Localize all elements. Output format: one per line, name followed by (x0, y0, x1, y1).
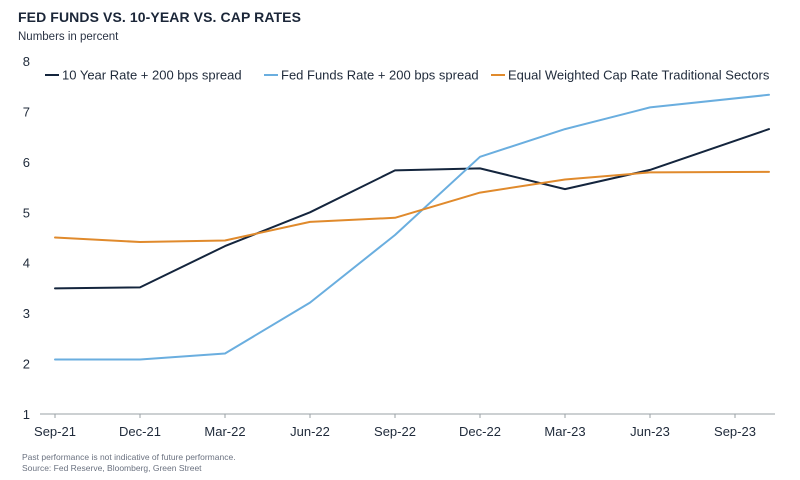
y-tick-label: 7 (23, 104, 30, 119)
x-tick-label: Dec-22 (459, 424, 501, 439)
y-tick-label: 3 (23, 306, 30, 321)
legend-label: Equal Weighted Cap Rate Traditional Sect… (508, 68, 770, 83)
chart-series-lines (54, 93, 770, 361)
y-tick-label: 8 (23, 54, 30, 69)
chart-subtitle: Numbers in percent (18, 31, 119, 43)
y-tick-label: 6 (23, 155, 30, 170)
chart-legend: 10 Year Rate + 200 bps spread Fed Funds R… (45, 68, 770, 83)
x-tick-label: Sep-23 (714, 424, 756, 439)
legend-label: 10 Year Rate + 200 bps spread (62, 68, 242, 83)
y-tick-label: 5 (23, 205, 30, 220)
x-tick-label: Mar-23 (544, 424, 585, 439)
chart-axes: 1 2 3 4 5 6 7 8 Sep-21 Dec-21 Mar-22 Jun-22 Sep-22 De… (23, 54, 775, 439)
disclaimer-note: Past performance is not indicative of fu… (22, 452, 236, 462)
x-tick-label: Sep-21 (34, 424, 76, 439)
series-line-3 (54, 170, 770, 243)
chart-title: FED FUNDS VS. 10-YEAR VS. CAP RATES (18, 9, 302, 25)
y-tick-label: 1 (23, 407, 30, 422)
source-note: Source: Fed Reserve, Bloomberg, Green St… (22, 463, 202, 473)
y-tick-label: 2 (23, 357, 30, 372)
x-tick-label: Dec-21 (119, 424, 161, 439)
x-tick-label: Jun-23 (630, 424, 670, 439)
x-tick-label: Sep-22 (374, 424, 416, 439)
x-tick-label: Mar-22 (204, 424, 245, 439)
series-line-1 (54, 128, 770, 290)
y-tick-label: 4 (23, 256, 30, 271)
series-line-2 (54, 93, 770, 361)
x-tick-label: Jun-22 (290, 424, 330, 439)
legend-label: Fed Funds Rate + 200 bps spread (281, 68, 479, 83)
